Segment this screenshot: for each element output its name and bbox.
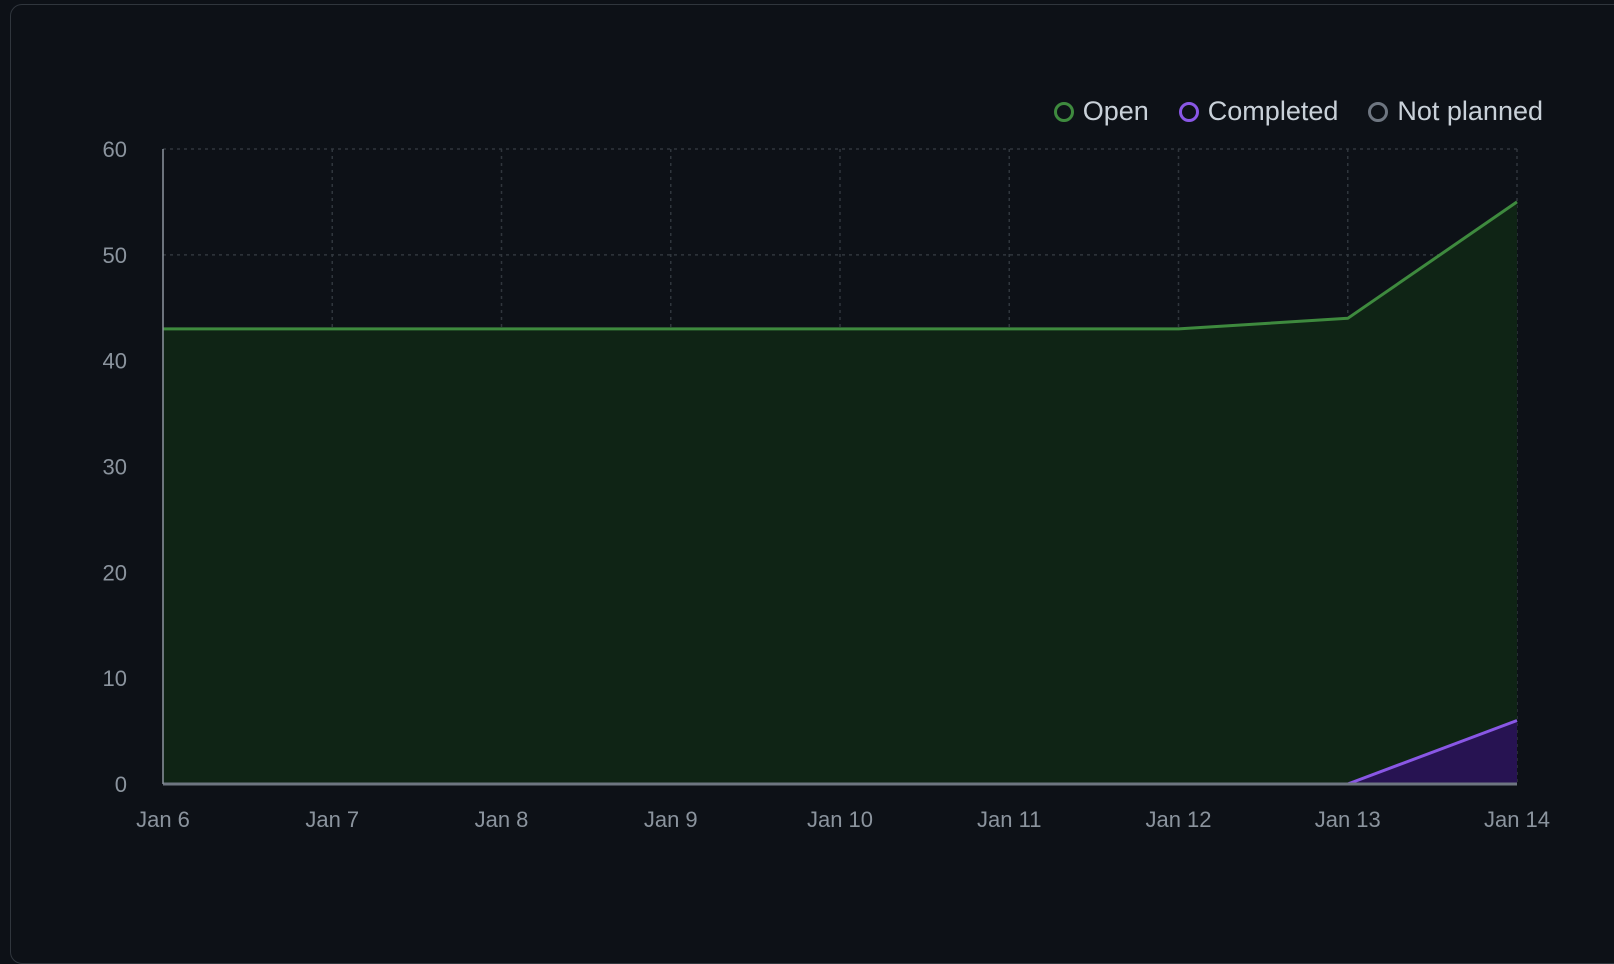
- y-tick-label: 30: [103, 455, 127, 480]
- x-tick-label: Jan 11: [977, 807, 1041, 832]
- x-tick-label: Jan 14: [1484, 807, 1550, 832]
- y-tick-label: 20: [103, 560, 127, 585]
- y-tick-label: 50: [103, 243, 127, 268]
- y-tick-label: 10: [103, 666, 127, 691]
- legend-swatch-not-planned-icon: [1368, 101, 1389, 122]
- y-tick-label: 40: [103, 349, 127, 374]
- chart-legend: Open Completed Not planned: [1053, 96, 1543, 127]
- area-chart: 0 10 20 30 40 50 60 Jan 6 Jan 7 Jan 8 Jan 9 Jan 10 J…: [103, 137, 1551, 832]
- y-tick-label: 60: [103, 137, 127, 162]
- x-tick-label: Jan 6: [136, 807, 190, 832]
- legend-item-not-planned[interactable]: Not planned: [1368, 96, 1543, 127]
- legend-label-not-planned: Not planned: [1397, 96, 1543, 126]
- y-tick-label: 0: [115, 772, 127, 797]
- area-open: [163, 201, 1517, 784]
- x-tick-label: Jan 8: [475, 807, 529, 832]
- legend-swatch-completed-icon: [1178, 101, 1199, 122]
- x-tick-label: Jan 9: [644, 807, 698, 832]
- legend-item-open[interactable]: Open: [1053, 96, 1149, 127]
- legend-label-open: Open: [1082, 96, 1149, 126]
- legend-item-completed[interactable]: Completed: [1178, 96, 1339, 127]
- line-open: [163, 200, 1518, 331]
- legend-swatch-open-icon: [1053, 101, 1074, 122]
- x-tick-label: Jan 12: [1145, 807, 1211, 832]
- legend-label-completed: Completed: [1207, 96, 1339, 126]
- area-completed: [163, 720, 1517, 784]
- x-tick-label: Jan 7: [305, 807, 359, 832]
- x-tick-label: Jan 10: [807, 807, 873, 832]
- x-tick-label: Jan 13: [1315, 807, 1381, 832]
